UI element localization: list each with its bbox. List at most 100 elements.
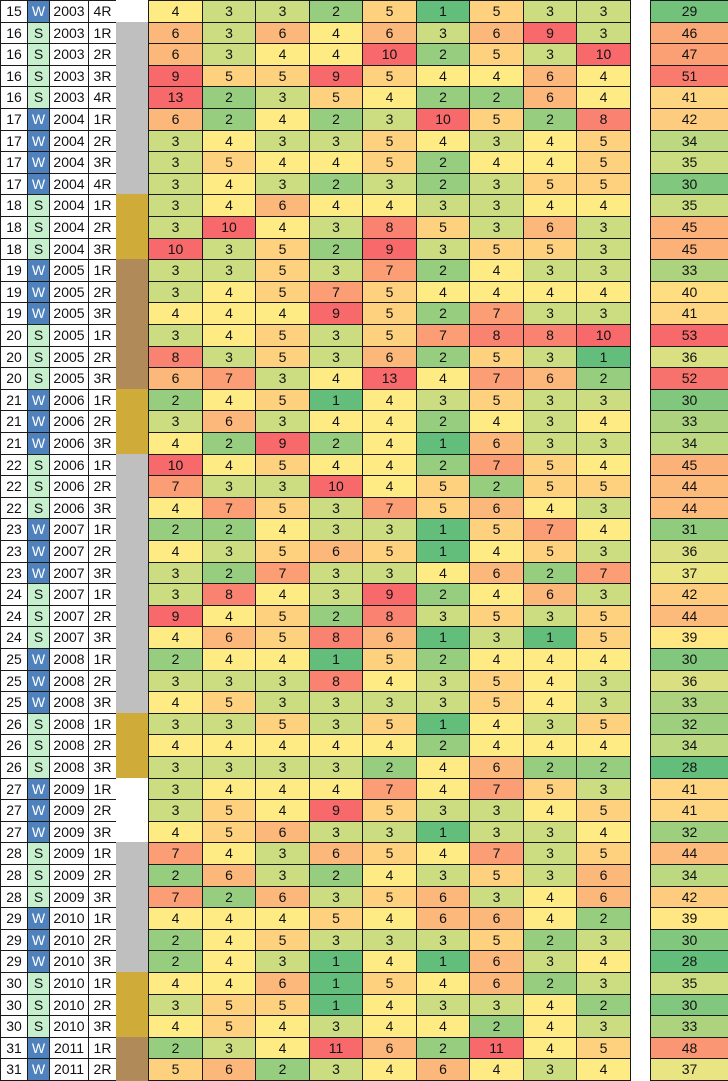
score-cell[interactable]: 7 [362, 259, 417, 282]
score-cell[interactable]: 5 [362, 302, 417, 325]
score-cell[interactable]: 4 [416, 972, 470, 995]
score-cell[interactable]: 3 [576, 238, 631, 261]
season-cell[interactable]: W [27, 108, 50, 131]
score-cell[interactable]: 3 [523, 0, 577, 23]
score-cell[interactable]: 3 [469, 994, 524, 1017]
score-cell[interactable]: 6 [469, 972, 524, 995]
score-cell[interactable]: 3 [255, 367, 310, 390]
score-cell[interactable]: 2 [416, 259, 470, 282]
score-cell[interactable]: 6 [255, 821, 310, 844]
score-cell[interactable]: 4 [416, 842, 470, 865]
score-cell[interactable]: 3 [576, 22, 631, 45]
score-cell[interactable]: 5 [255, 713, 310, 736]
score-cell[interactable]: 3 [523, 410, 577, 433]
score-cell[interactable]: 5 [255, 929, 310, 952]
total-cell[interactable]: 37 [650, 562, 728, 585]
score-cell[interactable]: 4 [202, 778, 256, 801]
score-cell[interactable]: 6 [148, 22, 203, 45]
score-cell[interactable]: 5 [576, 799, 631, 822]
score-cell[interactable]: 6 [202, 1058, 256, 1081]
total-cell[interactable]: 51 [650, 65, 728, 88]
score-cell[interactable]: 3 [416, 994, 470, 1017]
score-cell[interactable]: 5 [255, 324, 310, 347]
score-cell[interactable]: 4 [309, 194, 363, 217]
season-cell[interactable]: S [27, 842, 50, 865]
score-cell[interactable]: 3 [148, 583, 203, 606]
score-cell[interactable]: 3 [309, 216, 363, 239]
score-cell[interactable]: 1 [523, 626, 577, 649]
year-cell[interactable]: 2006 [49, 454, 89, 477]
score-cell[interactable]: 2 [416, 86, 470, 109]
score-cell[interactable]: 2 [576, 994, 631, 1017]
score-cell[interactable]: 7 [309, 281, 363, 304]
season-cell[interactable]: S [27, 994, 50, 1017]
season-cell[interactable]: W [27, 259, 50, 282]
score-cell[interactable]: 3 [202, 670, 256, 693]
score-cell[interactable]: 3 [202, 756, 256, 779]
score-cell[interactable]: 5 [576, 173, 631, 196]
score-cell[interactable]: 3 [576, 302, 631, 325]
score-cell[interactable]: 3 [576, 259, 631, 282]
score-cell[interactable]: 3 [523, 842, 577, 865]
score-cell[interactable]: 4 [202, 929, 256, 952]
score-cell[interactable]: 3 [416, 22, 470, 45]
score-cell[interactable]: 2 [523, 756, 577, 779]
season-cell[interactable]: S [27, 367, 50, 390]
score-cell[interactable]: 4 [576, 65, 631, 88]
row-number-cell[interactable]: 28 [0, 886, 28, 909]
row-number-cell[interactable]: 28 [0, 864, 28, 887]
score-cell[interactable]: 5 [255, 994, 310, 1017]
score-cell[interactable]: 4 [255, 1037, 310, 1060]
year-cell[interactable]: 2003 [49, 65, 89, 88]
score-cell[interactable]: 3 [362, 108, 417, 131]
score-cell[interactable]: 4 [148, 497, 203, 520]
score-cell[interactable]: 3 [255, 475, 310, 498]
round-cell[interactable]: 4R [88, 0, 117, 23]
season-cell[interactable]: W [27, 432, 50, 455]
year-cell[interactable]: 2007 [49, 626, 89, 649]
score-cell[interactable]: 3 [255, 950, 310, 973]
score-cell[interactable]: 10 [576, 324, 631, 347]
score-cell[interactable]: 7 [469, 778, 524, 801]
score-cell[interactable]: 5 [523, 454, 577, 477]
score-cell[interactable]: 5 [523, 778, 577, 801]
score-cell[interactable]: 3 [309, 583, 363, 606]
score-cell[interactable]: 4 [576, 86, 631, 109]
score-cell[interactable]: 3 [416, 799, 470, 822]
score-cell[interactable]: 4 [255, 583, 310, 606]
score-cell[interactable]: 1 [576, 346, 631, 369]
year-cell[interactable]: 2008 [49, 713, 89, 736]
round-cell[interactable]: 1R [88, 194, 117, 217]
round-cell[interactable]: 1R [88, 324, 117, 347]
season-cell[interactable]: W [27, 173, 50, 196]
round-cell[interactable]: 3R [88, 691, 117, 714]
score-cell[interactable]: 9 [362, 238, 417, 261]
year-cell[interactable]: 2004 [49, 216, 89, 239]
row-number-cell[interactable]: 22 [0, 454, 28, 477]
score-cell[interactable]: 9 [309, 799, 363, 822]
total-cell[interactable]: 31 [650, 518, 728, 541]
year-cell[interactable]: 2010 [49, 994, 89, 1017]
score-cell[interactable]: 3 [148, 410, 203, 433]
score-cell[interactable]: 5 [202, 994, 256, 1017]
year-cell[interactable]: 2009 [49, 864, 89, 887]
score-cell[interactable]: 3 [255, 842, 310, 865]
round-cell[interactable]: 2R [88, 410, 117, 433]
year-cell[interactable]: 2005 [49, 259, 89, 282]
score-cell[interactable]: 7 [416, 324, 470, 347]
score-cell[interactable]: 6 [469, 22, 524, 45]
total-cell[interactable]: 35 [650, 972, 728, 995]
row-number-cell[interactable]: 26 [0, 734, 28, 757]
total-cell[interactable]: 48 [650, 1037, 728, 1060]
score-cell[interactable]: 4 [148, 907, 203, 930]
score-cell[interactable]: 4 [576, 454, 631, 477]
score-cell[interactable]: 4 [416, 367, 470, 390]
score-cell[interactable]: 3 [202, 259, 256, 282]
score-cell[interactable]: 1 [416, 540, 470, 563]
score-cell[interactable]: 10 [148, 238, 203, 261]
score-cell[interactable]: 2 [523, 929, 577, 952]
year-cell[interactable]: 2003 [49, 43, 89, 66]
score-cell[interactable]: 1 [309, 389, 363, 412]
season-cell[interactable]: S [27, 346, 50, 369]
round-cell[interactable]: 2R [88, 43, 117, 66]
